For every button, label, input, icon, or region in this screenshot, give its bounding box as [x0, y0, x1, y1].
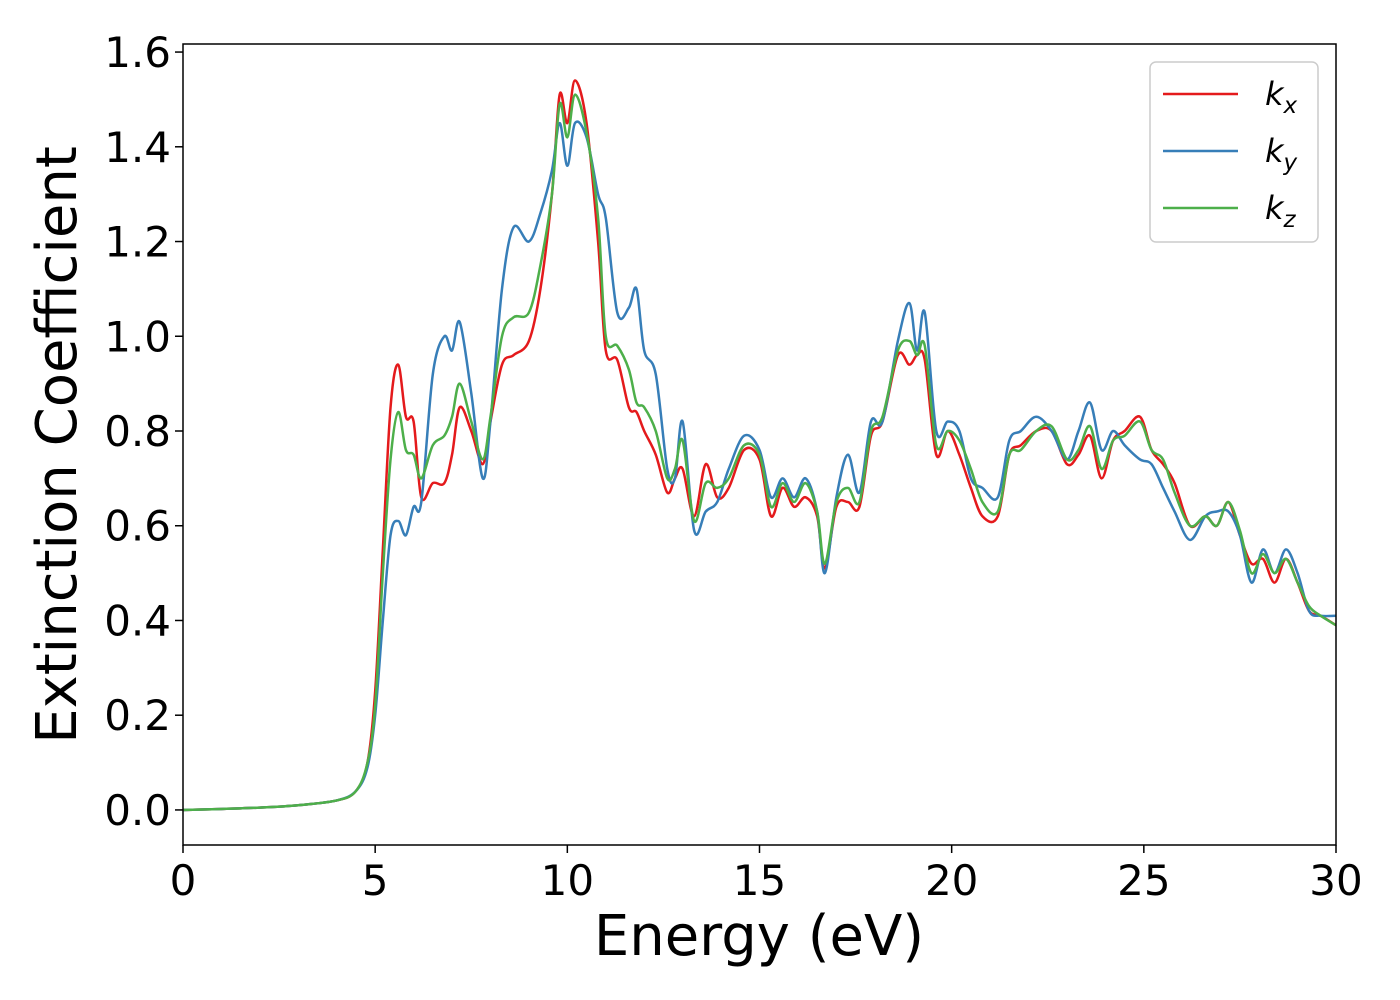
x-tick-label: 5 [362, 856, 389, 905]
x-tick-label: 15 [733, 856, 786, 905]
x-tick-label: 30 [1309, 856, 1362, 905]
y-tick-label: 0.6 [104, 502, 171, 551]
x-tick-label: 25 [1117, 856, 1170, 905]
x-tick-label: 20 [925, 856, 978, 905]
x-axis-label: Energy (eV) [594, 904, 924, 969]
x-tick-label: 10 [541, 856, 594, 905]
y-tick-label: 0.2 [104, 691, 171, 740]
series-line [183, 79, 1336, 812]
series-line [183, 93, 1336, 812]
y-tick-label: 0.4 [104, 596, 171, 645]
y-tick-label: 0.0 [104, 786, 171, 835]
plot-area [183, 79, 1336, 812]
y-tick-label: 1.6 [104, 28, 171, 77]
y-tick-label: 0.8 [104, 407, 171, 456]
y-axis-label: Extinction Coefficient [25, 146, 90, 744]
y-tick-label: 1.2 [104, 218, 171, 267]
legend-label: ky [1265, 132, 1298, 176]
x-tick-label: 0 [170, 856, 197, 905]
series-line [183, 120, 1336, 812]
plot-frame [182, 43, 1337, 846]
y-tick-label: 1.0 [104, 312, 171, 361]
legend-label: kz [1265, 189, 1297, 233]
y-tick-label: 1.4 [104, 123, 171, 172]
legend-label: kx [1265, 75, 1298, 119]
